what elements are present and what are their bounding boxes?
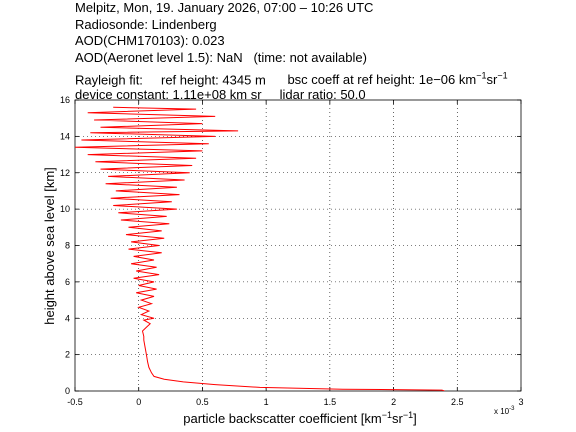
x-axis-label: particle backscatter coefficient [km−1sr… <box>183 410 416 426</box>
x-tick-label: 0.5 <box>196 397 209 407</box>
y-tick-label: 12 <box>60 168 70 178</box>
chart-header: Melpitz, Mon, 19. January 2026, 07:00 – … <box>75 0 570 103</box>
device-constant: device constant: 1.11e+08 km sr <box>75 86 262 102</box>
bsc-coeff: bsc coeff at ref height: 1e−06 km−1sr−1 <box>287 71 508 88</box>
y-tick-label: 0 <box>65 386 70 396</box>
header-title: Melpitz, Mon, 19. January 2026, 07:00 – … <box>75 0 374 15</box>
y-tick-label: 2 <box>65 350 70 360</box>
y-tick-label: 4 <box>65 313 70 323</box>
y-tick-label: 8 <box>65 241 70 251</box>
y-tick-label: 10 <box>60 204 70 214</box>
grid-lines <box>75 100 521 391</box>
header-radiosonde: Radiosonde: Lindenberg <box>75 16 217 32</box>
backscatter-profile-line <box>75 106 445 391</box>
header-aod-aeronet: AOD(Aeronet level 1.5): NaN (time: not a… <box>75 50 570 67</box>
y-axis-label: height above sea level [km] <box>42 167 57 325</box>
x-tick-label: 2 <box>391 397 396 407</box>
x-tick-label: 1.5 <box>324 397 337 407</box>
y-tick-label: 6 <box>65 277 70 287</box>
y-tick-label: 16 <box>60 95 70 105</box>
y-tick-label: 14 <box>60 131 70 141</box>
x-tick-label: -0.5 <box>67 397 83 407</box>
lidar-ratio: lidar ratio: 50.0 <box>279 86 366 102</box>
x-tick-labels: -0.5 0 0.5 1 1.5 2 2.5 3 <box>67 397 523 407</box>
y-tick-labels: 0 2 4 6 8 10 12 14 16 <box>60 95 70 396</box>
rayleigh-label: Rayleigh fit: <box>75 72 143 88</box>
x-axis-multiplier: x 10-3 <box>494 406 515 416</box>
aod-aeronet-value: AOD(Aeronet level 1.5): NaN <box>75 49 243 65</box>
x-tick-label: 2.5 <box>451 397 464 407</box>
header-aod-chm: AOD(CHM170103): 0.023 <box>75 33 225 48</box>
x-tick-label: 0 <box>136 397 141 407</box>
plot-frame <box>74 99 522 392</box>
x-tick-label: 3 <box>518 397 523 407</box>
header-device: device constant: 1.11e+08 km sr lidar ra… <box>75 87 570 104</box>
aod-aeronet-time: (time: not available) <box>253 49 367 65</box>
header-rayleigh: Rayleigh fit: ref height: 4345 m bsc coe… <box>75 68 570 89</box>
x-tick-label: 1 <box>264 397 269 407</box>
ref-height: ref height: 4345 m <box>160 72 266 88</box>
axis-ticks <box>74 99 522 392</box>
